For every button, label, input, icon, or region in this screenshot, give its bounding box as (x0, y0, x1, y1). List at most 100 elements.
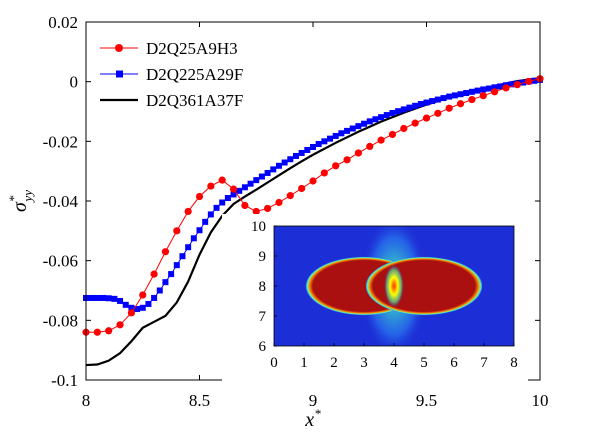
data-point (429, 98, 436, 105)
data-point (168, 271, 175, 278)
data-point (286, 192, 294, 200)
data-point (275, 198, 283, 207)
data-point (440, 95, 447, 102)
data-point (446, 93, 453, 100)
data-point (281, 159, 288, 166)
legend-item: D2Q225A29F (100, 65, 243, 84)
data-point (275, 162, 282, 169)
data-point (474, 87, 481, 94)
contact-hotspot (384, 264, 404, 308)
data-point (241, 184, 248, 191)
data-point (395, 108, 402, 115)
legend-label: D2Q361A37F (146, 91, 243, 110)
data-point (127, 309, 135, 317)
data-point (105, 295, 112, 302)
data-point (105, 327, 113, 335)
data-point (480, 86, 487, 93)
data-point (218, 176, 226, 184)
data-point (298, 149, 305, 156)
main-series-group (82, 75, 544, 367)
data-point (229, 185, 238, 193)
data-point (111, 295, 118, 302)
data-point (338, 130, 345, 137)
data-point (327, 135, 334, 142)
x-tick-label: 8 (82, 391, 91, 410)
legend-marker (115, 44, 123, 52)
data-point (422, 114, 431, 122)
inset-x-tick-label: 6 (450, 355, 458, 371)
x-tick-label: 10 (532, 391, 549, 410)
data-point (355, 123, 362, 130)
data-point (185, 244, 192, 251)
data-point (320, 169, 328, 177)
inset-x-tick-label: 1 (300, 355, 308, 371)
data-point (525, 77, 533, 85)
data-point (354, 149, 362, 157)
data-point (202, 218, 209, 225)
data-point (162, 279, 169, 286)
x-tick-label: 9 (309, 391, 318, 410)
data-point (349, 125, 356, 132)
y-tick-label: 0 (70, 73, 79, 92)
data-point (134, 305, 141, 312)
data-point (287, 156, 294, 163)
series-D2Q25A9H3 (82, 75, 544, 336)
data-point (224, 195, 231, 202)
data-point (88, 294, 95, 301)
inset-y-tick-label: 10 (251, 219, 266, 235)
data-point (423, 99, 430, 106)
data-point (485, 85, 492, 92)
legend-marker (116, 70, 123, 78)
x-axis-title: x* (304, 406, 321, 431)
data-point (479, 92, 487, 100)
data-point (468, 88, 475, 95)
data-point (400, 106, 407, 113)
data-point (366, 118, 373, 125)
inset-x-tick-label: 8 (510, 355, 518, 371)
data-point (270, 166, 277, 173)
legend-item: D2Q361A37F (100, 91, 243, 110)
data-point (184, 207, 192, 216)
data-point (491, 88, 499, 96)
data-point (117, 297, 124, 304)
legend-box (92, 28, 282, 112)
y-tick-label: 0.02 (48, 13, 78, 32)
data-point (219, 199, 226, 206)
data-point (366, 142, 374, 151)
inset-field-content (305, 226, 483, 346)
data-point (173, 227, 181, 235)
data-point (161, 248, 170, 256)
data-point (264, 204, 272, 213)
data-point (361, 120, 368, 127)
inset-x-tick-label: 2 (330, 355, 338, 371)
data-point (253, 177, 260, 184)
data-point (207, 211, 214, 218)
series-D2Q225A29F (83, 76, 543, 312)
data-point (321, 138, 328, 145)
data-point (434, 96, 441, 103)
data-point (298, 184, 306, 193)
data-point (190, 235, 197, 242)
inset-x-tick-label: 0 (270, 355, 278, 371)
inset-y-tick-label: 9 (259, 249, 267, 265)
data-point (502, 84, 510, 92)
inset-x-tick-label: 5 (420, 355, 428, 371)
data-point (377, 136, 385, 144)
data-point (207, 182, 215, 190)
data-point (513, 81, 521, 89)
data-point (412, 102, 419, 109)
data-point (195, 192, 204, 201)
legend: D2Q25A9H3 D2Q225A29F D2Q361A37F (92, 28, 282, 112)
data-point (343, 156, 351, 164)
inset-y-tick-label: 8 (259, 279, 267, 295)
data-point (463, 90, 470, 97)
data-point (179, 253, 186, 260)
data-point (196, 227, 203, 234)
data-point (388, 130, 397, 139)
data-point (445, 104, 453, 112)
inset-x-tick-label: 7 (480, 355, 488, 371)
inset-y-tick-label: 6 (259, 339, 267, 355)
data-point (247, 180, 254, 187)
data-point (156, 287, 163, 294)
